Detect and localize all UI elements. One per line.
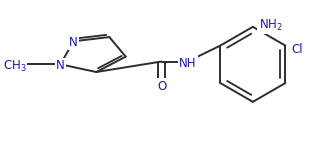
Text: N: N: [56, 59, 65, 72]
Text: NH: NH: [179, 56, 196, 70]
Text: Cl: Cl: [291, 42, 303, 55]
Text: NH$_2$: NH$_2$: [259, 17, 283, 33]
Text: N: N: [69, 36, 78, 49]
Text: O: O: [157, 80, 166, 93]
Text: CH$_3$: CH$_3$: [3, 59, 26, 74]
